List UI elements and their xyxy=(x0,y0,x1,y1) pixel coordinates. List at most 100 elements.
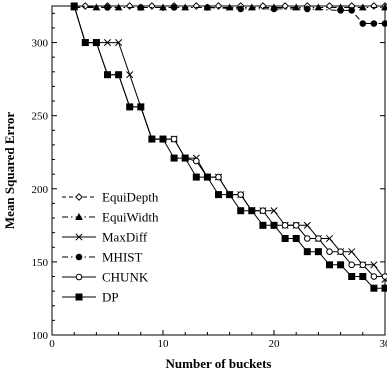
point-chunk xyxy=(292,222,300,229)
point-chunk xyxy=(215,173,222,181)
legend-marker-chunk xyxy=(75,273,83,281)
point-mhist xyxy=(370,20,378,27)
point-chunk xyxy=(281,222,289,229)
point-maxdiff xyxy=(348,248,356,256)
point-maxdiff-stroke xyxy=(303,221,311,229)
point-maxdiff-stroke xyxy=(126,71,134,79)
point-dp xyxy=(370,284,378,292)
point-equidepth xyxy=(147,2,156,10)
point-maxdiff-stroke xyxy=(270,207,278,215)
point-mhist xyxy=(237,5,244,13)
point-chunk xyxy=(370,273,378,280)
point-maxdiff xyxy=(115,39,123,47)
legend-item-dp: DP xyxy=(62,290,119,305)
point-chunk xyxy=(193,157,200,165)
point-dp xyxy=(259,221,267,229)
point-mhist xyxy=(204,4,211,11)
point-equidepth xyxy=(214,2,223,10)
point-chunk xyxy=(326,248,333,255)
point-dp xyxy=(181,154,189,162)
point-equidepth xyxy=(81,2,90,10)
point-maxdiff-stroke xyxy=(103,39,112,47)
legend-label-maxdiff: MaxDiff xyxy=(102,230,148,245)
legend-item-equidepth: EquiDepth xyxy=(62,190,159,205)
point-mhist xyxy=(348,7,356,14)
point-chunk xyxy=(359,261,367,269)
y-tick-label: 100 xyxy=(32,330,49,342)
point-chunk xyxy=(381,273,387,280)
x-tick-label: 20 xyxy=(269,338,281,350)
point-dp xyxy=(226,191,234,199)
point-dp xyxy=(70,2,78,10)
series-mhist xyxy=(70,2,387,27)
x-tick-label: 0 xyxy=(49,338,55,350)
point-mhist xyxy=(304,5,311,13)
point-dp xyxy=(381,284,387,292)
y-tick-label: 300 xyxy=(32,38,49,50)
legend-marker-maxdiff-stroke xyxy=(75,233,83,241)
x-tick-label: 10 xyxy=(158,338,170,350)
legend: EquiDepth EquiWidth MaxDiff MHIST CHUNK DP xyxy=(62,190,159,305)
point-dp xyxy=(326,261,333,269)
point-dp xyxy=(237,207,245,215)
point-maxdiff-stroke xyxy=(370,261,378,269)
legend-marker-dp xyxy=(75,293,83,301)
point-dp xyxy=(270,221,278,229)
plot-frame xyxy=(51,5,386,336)
legend-marker-equiwidth xyxy=(75,212,83,220)
point-dp xyxy=(215,191,222,199)
point-mhist xyxy=(270,5,278,13)
point-chunk xyxy=(315,235,322,242)
point-maxdiff-stroke xyxy=(348,248,356,256)
point-dp xyxy=(115,71,123,79)
y-tick-label: 250 xyxy=(32,111,49,123)
x-axis-title: Number of buckets xyxy=(166,356,272,371)
legend-item-mhist: MHIST xyxy=(62,250,143,265)
point-dp xyxy=(104,71,111,79)
point-dp xyxy=(359,273,367,281)
point-equiwidth xyxy=(314,3,323,11)
y-axis-title: Mean Squared Error xyxy=(2,112,17,229)
point-chunk xyxy=(237,191,244,198)
point-equiwidth xyxy=(358,3,367,11)
point-equidepth xyxy=(281,2,290,10)
point-maxdiff xyxy=(270,207,278,215)
point-equidepth xyxy=(192,2,201,10)
point-dp xyxy=(292,234,300,242)
point-dp xyxy=(192,173,200,181)
point-dp xyxy=(303,248,311,256)
point-mhist xyxy=(137,4,145,11)
point-mhist xyxy=(104,4,111,11)
point-equidepth xyxy=(369,2,378,10)
legend-label-equidepth: EquiDepth xyxy=(102,190,159,205)
legend-marker-maxdiff xyxy=(75,233,83,241)
point-mhist xyxy=(381,20,387,27)
point-dp xyxy=(170,154,178,162)
legend-label-chunk: CHUNK xyxy=(102,270,149,285)
point-maxdiff-stroke xyxy=(325,234,334,243)
point-dp xyxy=(159,135,167,143)
point-dp xyxy=(248,207,256,215)
y-tick-label: 150 xyxy=(32,257,49,269)
point-chunk xyxy=(348,261,356,269)
point-dp xyxy=(137,103,145,111)
point-dp xyxy=(148,135,156,143)
plot-area xyxy=(51,5,386,336)
point-equiwidth xyxy=(92,3,101,11)
point-maxdiff xyxy=(126,71,134,79)
point-maxdiff xyxy=(103,39,112,47)
legend-label-equiwidth: EquiWidth xyxy=(102,210,159,225)
legend-item-chunk: CHUNK xyxy=(62,270,149,285)
legend-label-dp: DP xyxy=(102,290,119,305)
legend-label-mhist: MHIST xyxy=(102,250,143,265)
point-maxdiff-stroke xyxy=(115,39,123,47)
point-dp xyxy=(314,248,322,256)
legend-item-maxdiff: MaxDiff xyxy=(62,230,148,245)
point-equidepth xyxy=(325,2,334,10)
point-chunk xyxy=(337,248,344,255)
point-maxdiff xyxy=(370,261,378,269)
point-dp xyxy=(81,39,89,47)
point-dp xyxy=(203,173,211,181)
point-dp xyxy=(281,234,289,242)
